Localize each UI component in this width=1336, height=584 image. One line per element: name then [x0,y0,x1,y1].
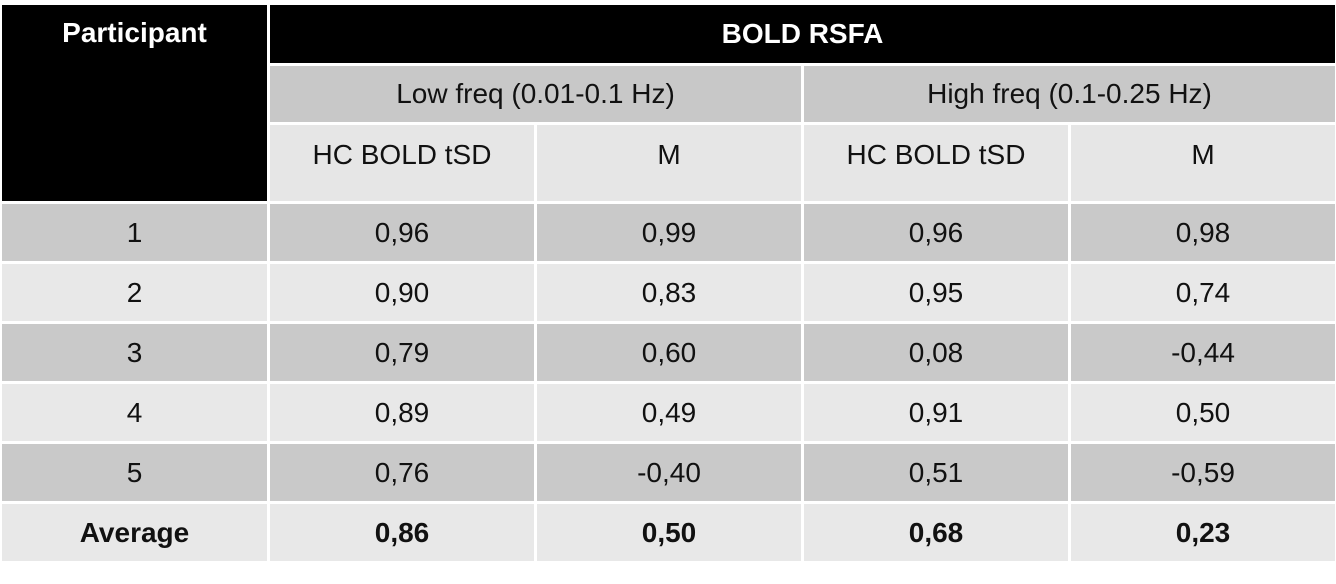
value-cell: 0,51 [804,444,1068,501]
value-cell: 0,83 [537,264,801,321]
value-cell: -0,59 [1071,444,1335,501]
data-row: 4 0,89 0,49 0,91 0,50 [2,384,1335,441]
value-cell: -0,44 [1071,324,1335,381]
participant-cell: 3 [2,324,267,381]
band-header: Low freq (0.01-0.1 Hz) [270,66,801,122]
results-table: Participant BOLD RSFA Low freq (0.01-0.1… [0,2,1336,564]
band-header: High freq (0.1-0.25 Hz) [804,66,1335,122]
value-cell: 0,79 [270,324,534,381]
value-cell: 0,89 [270,384,534,441]
average-value: 0,50 [537,504,801,561]
column-header: HC BOLD tSD [270,125,534,201]
participant-cell: 2 [2,264,267,321]
average-value: 0,68 [804,504,1068,561]
average-label: Average [2,504,267,561]
value-cell: 0,95 [804,264,1068,321]
column-header: HC BOLD tSD [804,125,1068,201]
value-cell: 0,08 [804,324,1068,381]
value-cell: 0,96 [270,204,534,261]
average-value: 0,86 [270,504,534,561]
data-row: 2 0,90 0,83 0,95 0,74 [2,264,1335,321]
value-cell: 0,96 [804,204,1068,261]
column-header-row: HC BOLD tSD M HC BOLD tSD M [2,125,1335,201]
value-cell: 0,76 [270,444,534,501]
value-cell: 0,74 [1071,264,1335,321]
value-cell: 0,50 [1071,384,1335,441]
data-row: 1 0,96 0,99 0,96 0,98 [2,204,1335,261]
participant-cell: 1 [2,204,267,261]
value-cell: 0,91 [804,384,1068,441]
value-cell: 0,60 [537,324,801,381]
data-row: 5 0,76 -0,40 0,51 -0,59 [2,444,1335,501]
value-cell: 0,90 [270,264,534,321]
column-header: M [537,125,801,201]
participant-cell: 4 [2,384,267,441]
average-row: Average 0,86 0,50 0,68 0,23 [2,504,1335,561]
value-cell: 0,49 [537,384,801,441]
value-cell: 0,98 [1071,204,1335,261]
group-header: BOLD RSFA [270,5,1335,63]
column-header: M [1071,125,1335,201]
value-cell: -0,40 [537,444,801,501]
average-value: 0,23 [1071,504,1335,561]
data-row: 3 0,79 0,60 0,08 -0,44 [2,324,1335,381]
participant-header: Participant [2,5,267,201]
value-cell: 0,99 [537,204,801,261]
participant-cell: 5 [2,444,267,501]
